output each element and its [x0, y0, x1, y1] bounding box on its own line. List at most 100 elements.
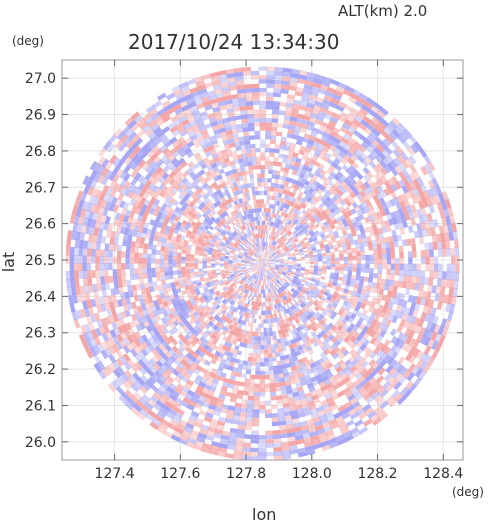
echo-cell — [412, 250, 417, 258]
echo-cell — [285, 293, 290, 298]
echo-cell — [278, 347, 284, 353]
echo-cell — [243, 131, 250, 137]
echo-cell — [273, 309, 277, 314]
echo-cell — [233, 335, 239, 342]
echo-cell — [264, 233, 266, 239]
echo-cell — [309, 198, 315, 205]
echo-cell — [267, 247, 270, 252]
echo-cell — [292, 245, 298, 249]
echo-cell — [339, 287, 345, 293]
echo-cell — [216, 299, 222, 305]
echo-cell — [289, 274, 295, 278]
echo-cell — [155, 263, 160, 269]
echo-cell — [265, 284, 268, 290]
echo-cell — [273, 92, 282, 98]
echo-cell — [260, 165, 265, 170]
echo-cell — [239, 314, 244, 320]
echo-cell — [236, 262, 242, 264]
echo-cell — [236, 263, 242, 265]
echo-cell — [345, 241, 351, 247]
echo-cell — [309, 259, 314, 262]
echo-cell — [104, 243, 110, 251]
echo-cell — [284, 167, 290, 173]
echo-cell — [306, 325, 312, 331]
echo-cell — [203, 225, 210, 231]
echo-cell — [244, 244, 249, 249]
echo-cell — [197, 345, 204, 352]
echo-cell — [239, 272, 244, 276]
echo-cell — [295, 332, 301, 338]
echo-cell — [260, 255, 262, 260]
echo-cell — [257, 256, 261, 261]
echo-cell — [276, 279, 280, 284]
echo-cell — [296, 243, 301, 247]
echo-cell — [260, 345, 265, 350]
echo-cell — [262, 263, 265, 268]
echo-cell — [312, 341, 319, 348]
echo-cell — [346, 210, 353, 217]
echo-cell — [227, 219, 232, 224]
echo-cell — [267, 270, 270, 275]
echo-cell — [407, 251, 413, 259]
echo-cell — [202, 182, 209, 189]
echo-cell — [166, 238, 172, 244]
echo-cell — [245, 105, 254, 111]
echo-cell — [164, 275, 170, 281]
echo-cell — [250, 267, 255, 270]
echo-cell — [280, 281, 285, 286]
echo-cell — [305, 212, 311, 218]
echo-cell — [294, 209, 300, 215]
echo-cell — [336, 240, 342, 245]
echo-cell — [274, 241, 278, 247]
echo-cell — [271, 174, 276, 179]
echo-cell — [224, 270, 230, 274]
echo-cell — [284, 208, 289, 214]
echo-cell — [295, 272, 300, 275]
echo-cell — [270, 258, 275, 261]
echo-cell — [260, 272, 262, 277]
echo-cell — [288, 344, 294, 350]
echo-cell — [274, 268, 279, 271]
echo-cell — [322, 255, 327, 259]
echo-cell — [252, 413, 260, 418]
echo-cell — [242, 311, 247, 317]
echo-cell — [250, 439, 259, 444]
echo-cell — [125, 251, 131, 259]
echo-cell — [278, 239, 282, 244]
echo-cell — [249, 246, 253, 250]
echo-cell — [270, 266, 275, 269]
echo-cell — [254, 253, 258, 257]
echo-cell — [358, 238, 364, 244]
echo-cell — [262, 263, 265, 268]
echo-cell — [142, 272, 148, 279]
echo-cell — [362, 285, 368, 291]
echo-cell — [222, 335, 228, 342]
echo-cell — [322, 199, 329, 206]
echo-cell — [331, 263, 336, 267]
echo-cell — [208, 206, 214, 212]
echo-cell — [271, 313, 276, 319]
echo-cell — [284, 276, 289, 280]
echo-cell — [267, 208, 271, 213]
echo-cell — [359, 242, 364, 248]
echo-cell — [262, 261, 267, 264]
echo-cell — [253, 274, 257, 279]
echo-cell — [267, 310, 270, 315]
echo-cell — [299, 202, 305, 208]
echo-cell — [273, 270, 278, 274]
echo-cell — [356, 259, 362, 264]
echo-cell — [311, 218, 317, 224]
echo-cell — [289, 295, 295, 301]
echo-cell — [227, 298, 233, 304]
echo-cell — [307, 221, 314, 227]
echo-cell — [217, 293, 223, 299]
echo-cell — [133, 257, 139, 264]
echo-cell — [259, 216, 262, 221]
echo-cell — [261, 267, 263, 273]
echo-cell — [253, 274, 257, 279]
echo-cell — [250, 272, 254, 277]
echo-cell — [242, 255, 247, 258]
echo-cell — [311, 225, 317, 231]
echo-cell — [255, 327, 259, 333]
echo-cell — [213, 196, 219, 203]
